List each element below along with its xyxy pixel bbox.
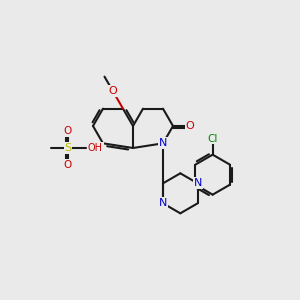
Text: O: O — [64, 160, 72, 170]
Text: S: S — [64, 143, 72, 153]
Text: N: N — [159, 198, 167, 208]
Text: O: O — [64, 126, 72, 136]
Text: N: N — [194, 178, 202, 188]
Text: OH: OH — [88, 143, 103, 153]
Text: O: O — [109, 86, 117, 96]
Text: Cl: Cl — [208, 134, 218, 144]
Text: N: N — [159, 138, 167, 148]
Text: O: O — [186, 121, 194, 131]
